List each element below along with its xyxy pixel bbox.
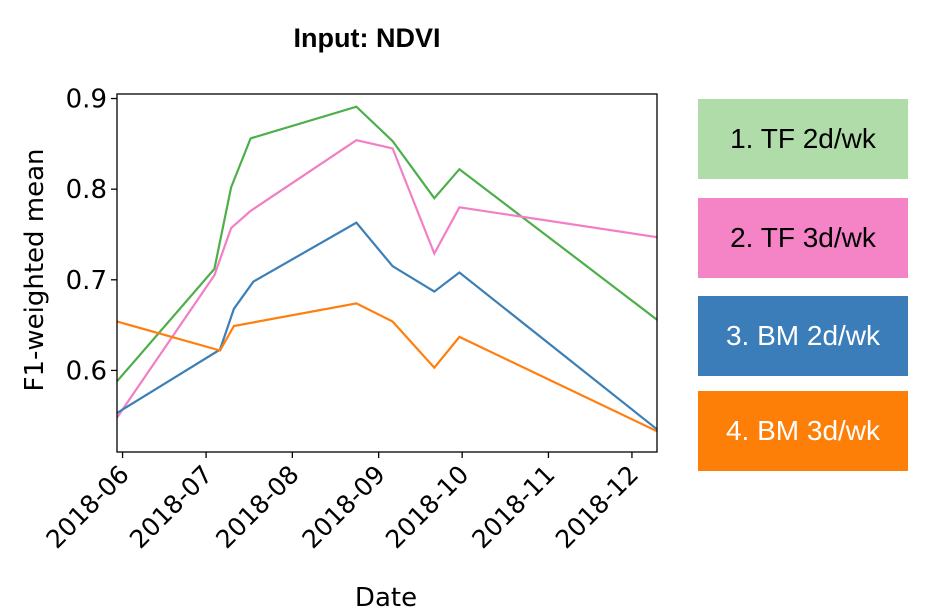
- x-axis-label: Date: [355, 583, 417, 613]
- x-tick-label: 2018-07: [124, 460, 218, 554]
- x-tick-label: 2018-09: [297, 460, 391, 554]
- x-tick-label: 2018-12: [550, 460, 644, 554]
- plot-area: 0.6 0.7 0.8 0.9 2018-062018-072018-082018-09…: [40, 85, 658, 554]
- y-axis-label: F1-weighted mean: [20, 148, 50, 391]
- y-tick-label: 0.6: [66, 356, 107, 386]
- x-tick-label: 2018-11: [466, 460, 560, 554]
- legend-label: 3. BM 2d/wk: [725, 320, 881, 351]
- chart-title: Input: NDVI: [294, 23, 441, 53]
- axes-frame: [116, 93, 658, 453]
- legend-label: 2. TF 3d/wk: [730, 222, 876, 253]
- legend-item-3: 3. BM 2d/wk: [698, 296, 908, 376]
- series-line-1: [116, 105, 658, 383]
- y-tick-label: 0.7: [66, 266, 107, 296]
- x-tick-label: 2018-10: [380, 460, 474, 554]
- series-line-4: [116, 302, 658, 433]
- series-line-2: [116, 139, 658, 419]
- y-tick-label: 0.8: [66, 175, 107, 205]
- legend-item-4: 4. BM 3d/wk: [698, 391, 908, 471]
- series-line-3: [116, 221, 658, 431]
- x-tick-label: 2018-06: [40, 460, 134, 554]
- y-tick-label: 0.9: [66, 85, 107, 115]
- legend-label: 4. BM 3d/wk: [725, 415, 881, 446]
- x-tick-label: 2018-08: [210, 460, 304, 554]
- legend-item-2: 2. TF 3d/wk: [698, 198, 908, 278]
- legend-label: 1. TF 2d/wk: [730, 123, 876, 154]
- legend-item-1: 1. TF 2d/wk: [698, 99, 908, 179]
